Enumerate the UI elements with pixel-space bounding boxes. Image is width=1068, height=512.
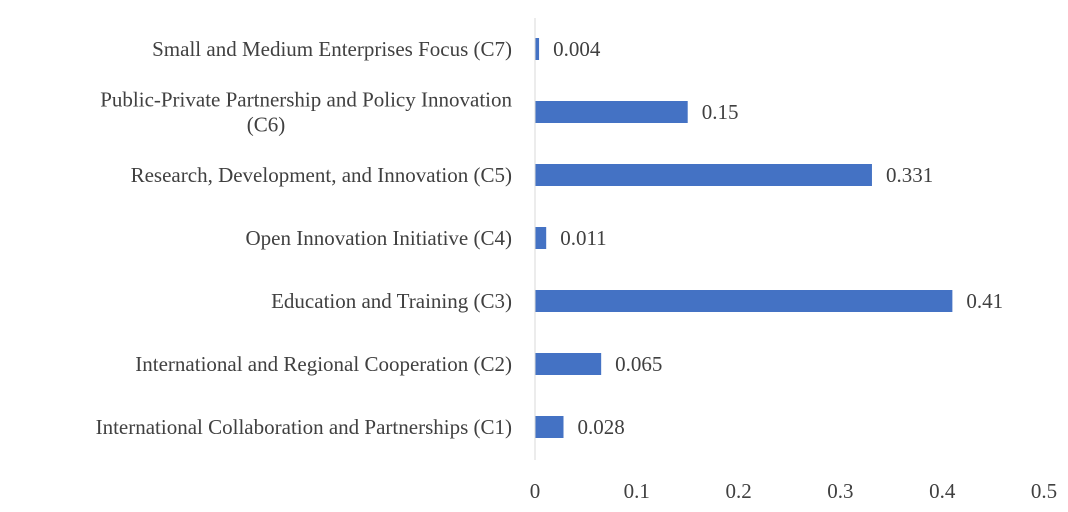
x-tick-labels-group: 0 0.1 0.2 0.3 0.4 0.5	[530, 479, 1057, 503]
bar	[535, 38, 540, 60]
category-labels-group: Small and Medium Enterprises Focus (C7) P…	[96, 37, 513, 439]
x-tick-label: 0.3	[827, 479, 853, 503]
data-label: 0.011	[560, 226, 606, 250]
x-tick-label: 0	[530, 479, 541, 503]
category-label: Research, Development, and Innovation (C…	[131, 163, 512, 187]
x-tick-label: 0.1	[624, 479, 650, 503]
category-label: (C6)	[247, 113, 286, 137]
data-label: 0.15	[702, 100, 739, 124]
bars-group	[535, 38, 953, 438]
bar	[535, 416, 564, 438]
data-label: 0.41	[966, 289, 1003, 313]
x-tick-label: 0.4	[929, 479, 956, 503]
category-label: International and Regional Cooperation (…	[135, 352, 512, 376]
data-label: 0.028	[578, 415, 625, 439]
data-label: 0.065	[615, 352, 662, 376]
value-labels-group: 0.004 0.15 0.331 0.011 0.41 0.065 0.028	[553, 37, 1003, 439]
data-label: 0.004	[553, 37, 601, 61]
bar	[535, 101, 688, 123]
bar	[535, 290, 953, 312]
x-tick-label: 0.5	[1031, 479, 1057, 503]
data-label: 0.331	[886, 163, 933, 187]
category-label: Small and Medium Enterprises Focus (C7)	[152, 37, 512, 61]
bar	[535, 353, 602, 375]
x-tick-label: 0.2	[725, 479, 751, 503]
bar	[535, 164, 872, 186]
bar	[535, 227, 547, 249]
category-label: Education and Training (C3)	[271, 289, 512, 313]
category-label: Open Innovation Initiative (C4)	[245, 226, 512, 250]
category-label: International Collaboration and Partners…	[96, 415, 512, 439]
category-label: Public-Private Partnership and Policy In…	[100, 88, 512, 112]
